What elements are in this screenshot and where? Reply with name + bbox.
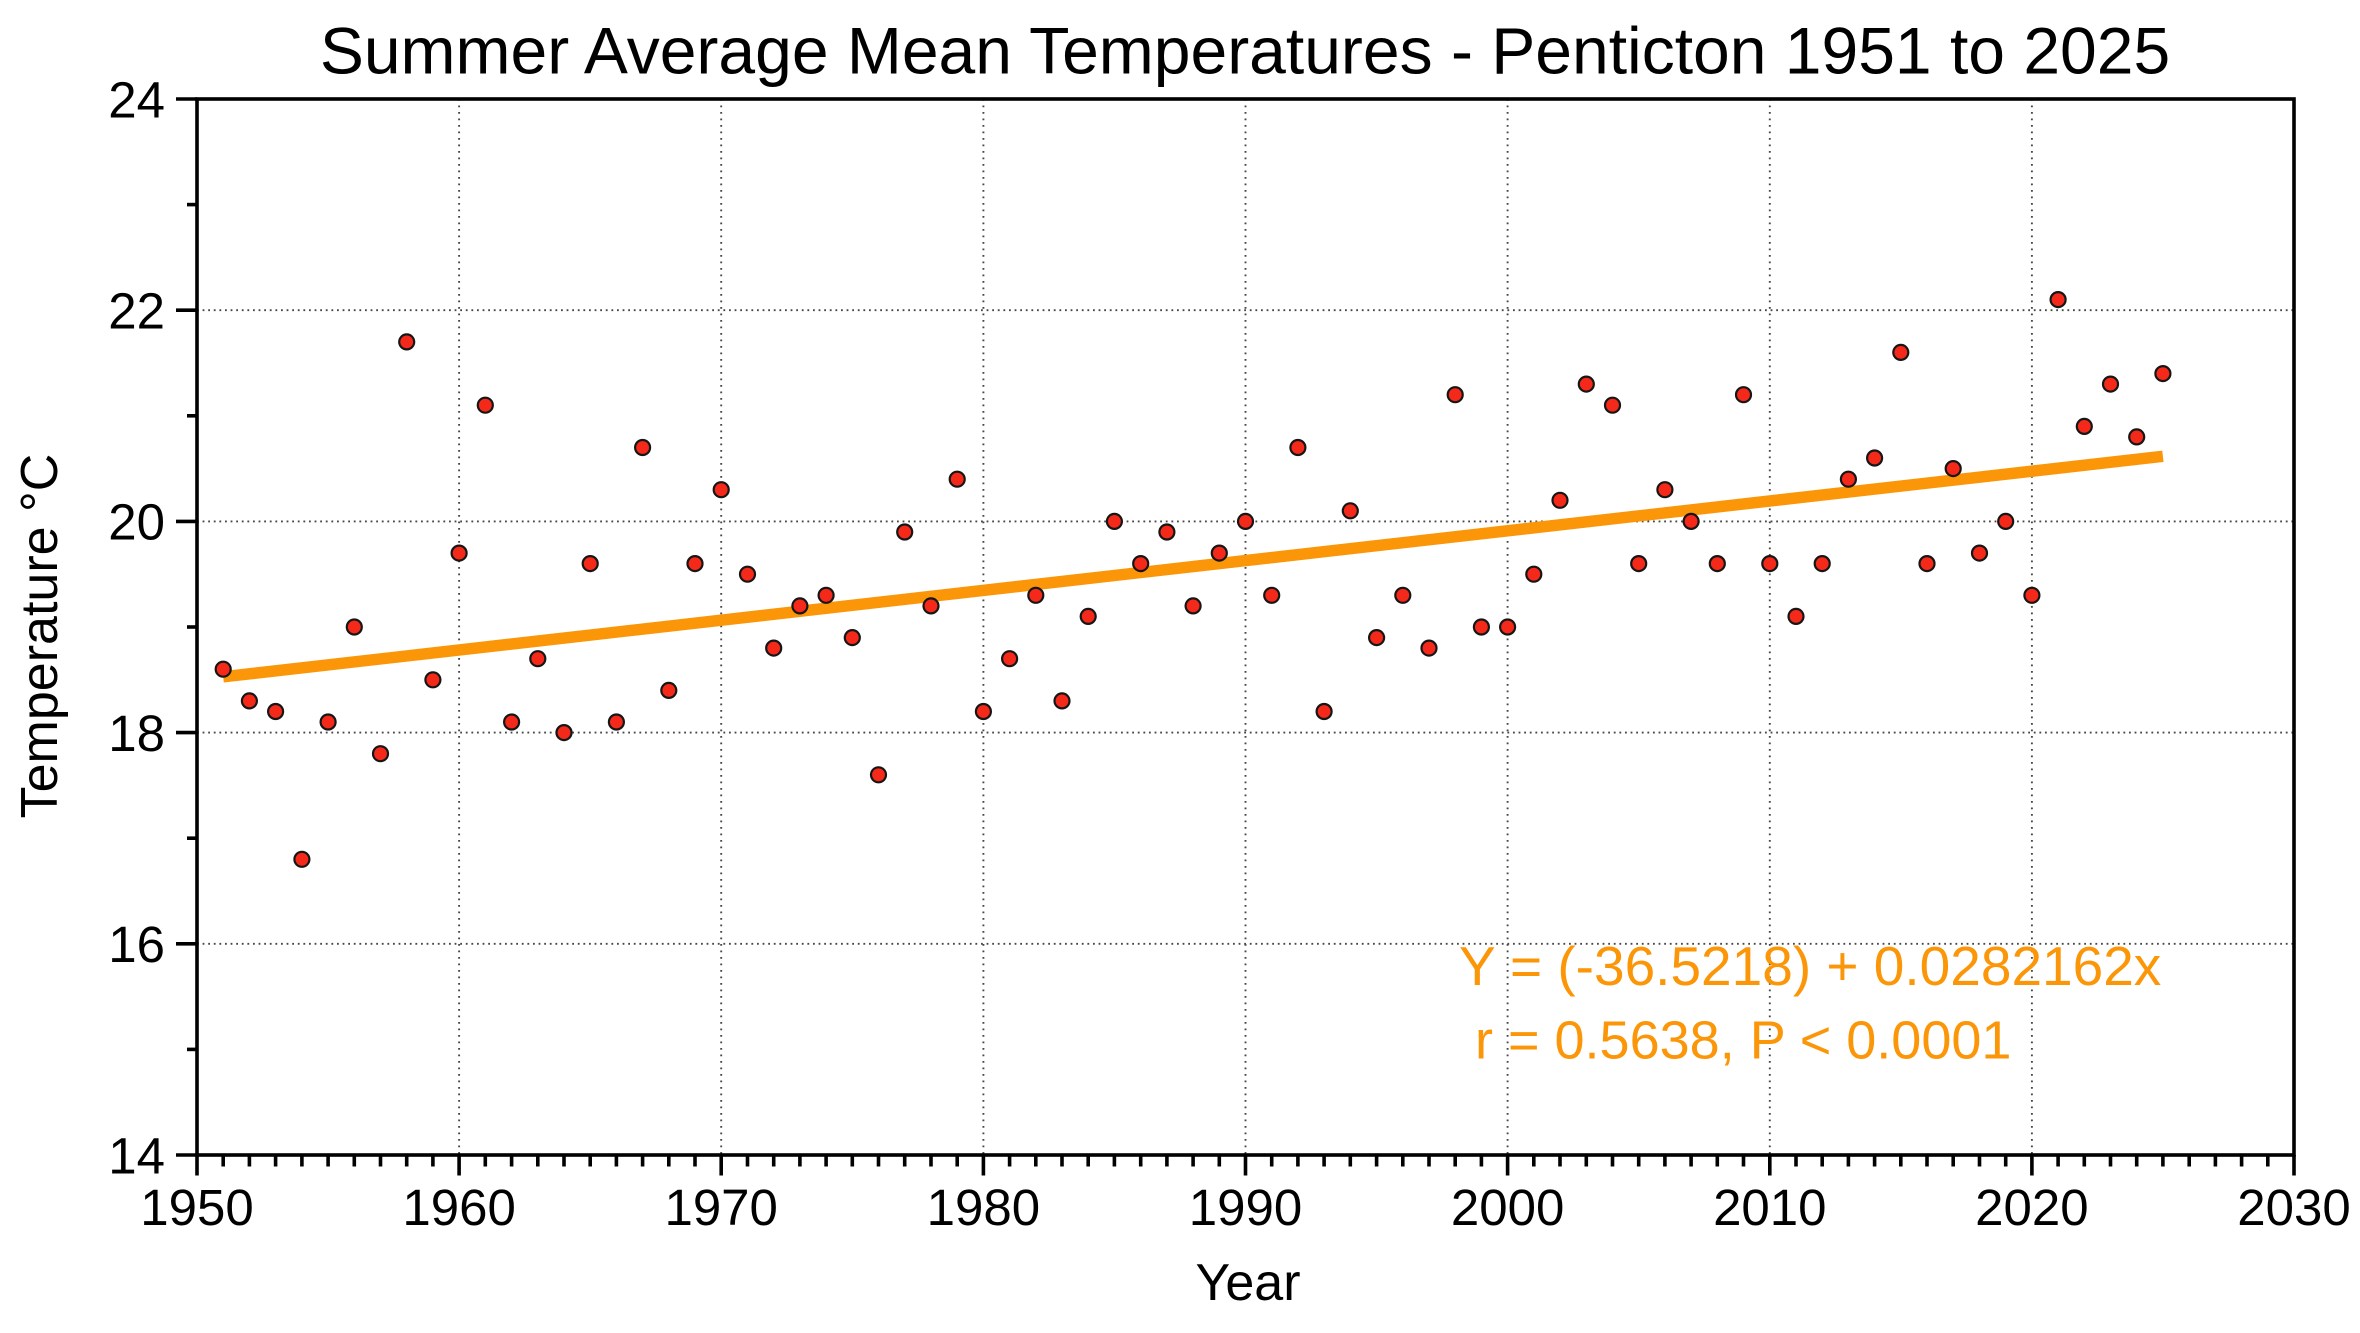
svg-text:Temperature °C: Temperature °C [11,454,69,819]
svg-text:1950: 1950 [140,1179,253,1236]
svg-text:2030: 2030 [2237,1179,2350,1236]
svg-text:20: 20 [108,494,165,551]
svg-text:2000: 2000 [1451,1179,1564,1236]
svg-text:2020: 2020 [1975,1179,2088,1236]
svg-text:Summer Average Mean Temperatur: Summer Average Mean Temperatures - Penti… [320,14,2170,88]
svg-text:18: 18 [108,705,165,762]
svg-text:1990: 1990 [1189,1179,1302,1236]
svg-text:16: 16 [108,916,165,973]
svg-text:Y = (-36.5218) + 0.0282162x: Y = (-36.5218) + 0.0282162x [1459,935,2161,997]
svg-text:22: 22 [108,283,165,340]
svg-text:Year: Year [1195,1254,1300,1312]
svg-text:14: 14 [108,1127,165,1184]
svg-text:1970: 1970 [664,1179,777,1236]
svg-text:2010: 2010 [1713,1179,1826,1236]
svg-text:1980: 1980 [927,1179,1040,1236]
svg-text:24: 24 [108,71,165,128]
svg-text:1960: 1960 [402,1179,515,1236]
svg-text:r = 0.5638, P < 0.0001: r = 0.5638, P < 0.0001 [1475,1011,2011,1071]
